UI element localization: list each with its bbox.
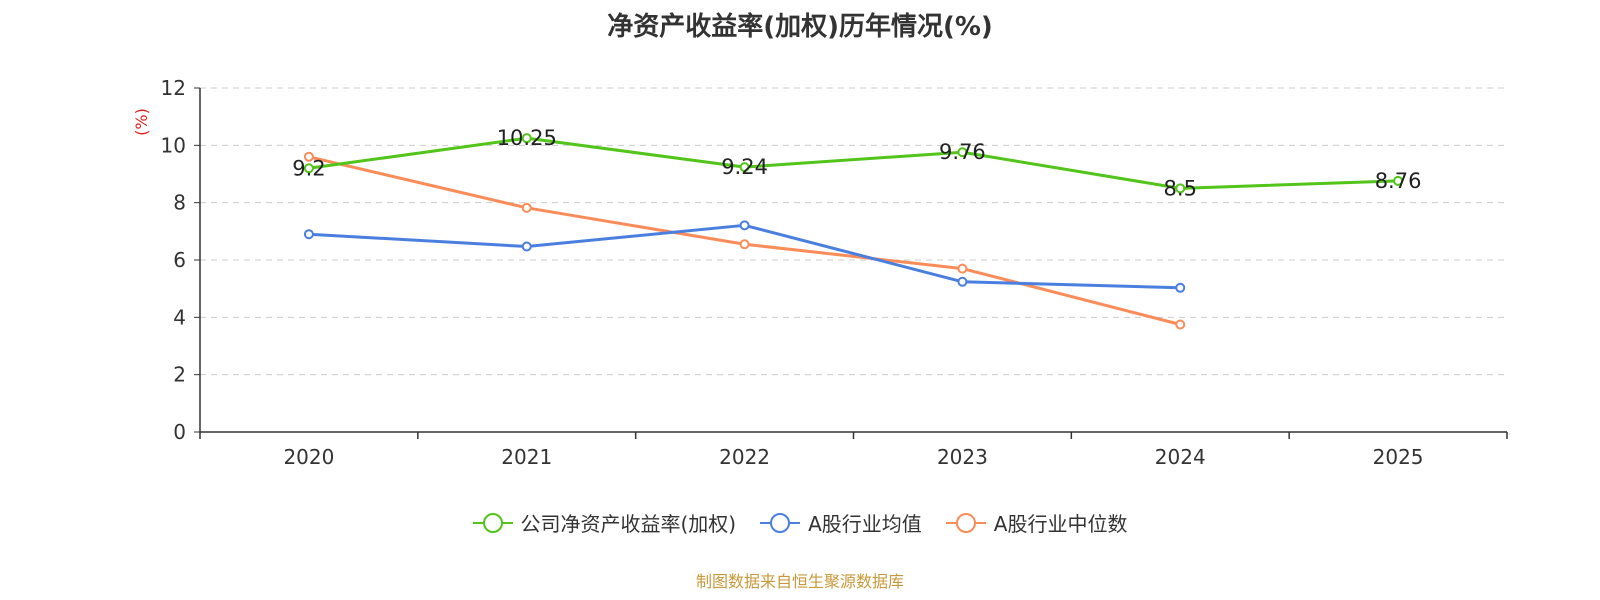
legend-item-industry-mean[interactable]: A股行业均值 bbox=[760, 508, 922, 537]
data-point-1 bbox=[521, 241, 532, 252]
grid-lines bbox=[200, 87, 1507, 376]
data-point-1 bbox=[1175, 282, 1186, 293]
data-label: 9.24 bbox=[721, 155, 768, 179]
x-tick-label: 2020 bbox=[283, 445, 334, 469]
legend-marker-industry-mean bbox=[760, 512, 801, 533]
data-point-1 bbox=[739, 220, 750, 231]
y-tick-label: 12 bbox=[161, 76, 186, 100]
data-label: 9.2 bbox=[292, 156, 325, 180]
x-tick-label: 2024 bbox=[1155, 445, 1206, 469]
data-point-2 bbox=[521, 202, 532, 213]
y-tick-label: 8 bbox=[173, 191, 186, 215]
y-axis-label: (%) bbox=[132, 108, 151, 136]
data-point-2 bbox=[303, 151, 314, 162]
data-label: 8.76 bbox=[1375, 169, 1422, 193]
legend: 公司净资产收益率(加权) A股行业均值 A股行业中位数 bbox=[0, 508, 1600, 537]
data-point-0 bbox=[303, 163, 314, 174]
y-tick-label: 0 bbox=[173, 420, 186, 444]
data-point-0 bbox=[1393, 175, 1404, 186]
data-source-note: 制图数据来自恒生聚源数据库 bbox=[695, 572, 904, 591]
data-point-0 bbox=[957, 147, 968, 158]
legend-item-company[interactable]: 公司净资产收益率(加权) bbox=[472, 508, 737, 537]
x-tick-label: 2025 bbox=[1373, 445, 1424, 469]
y-tick-label: 4 bbox=[173, 305, 186, 329]
data-point-1 bbox=[957, 276, 968, 287]
legend-label-company: 公司净资产收益率(加权) bbox=[520, 512, 737, 536]
data-point-0 bbox=[1175, 183, 1186, 194]
data-point-1 bbox=[303, 229, 314, 240]
chart-title: 净资产收益率(加权)历年情况(%) bbox=[607, 12, 993, 42]
data-label: 8.5 bbox=[1164, 176, 1197, 200]
legend-marker-company bbox=[472, 512, 513, 533]
series-line-1 bbox=[308, 223, 1181, 290]
data-label: 9.76 bbox=[939, 140, 986, 164]
data-point-2 bbox=[957, 263, 968, 274]
y-tick-label: 2 bbox=[173, 363, 186, 387]
y-tick-label: 6 bbox=[173, 248, 186, 272]
data-label: 10.25 bbox=[497, 126, 557, 150]
legend-item-industry-median[interactable]: A股行业中位数 bbox=[945, 508, 1128, 537]
legend-label-industry-mean: A股行业均值 bbox=[808, 512, 922, 536]
y-tick-label: 10 bbox=[161, 133, 186, 157]
data-point-2 bbox=[1175, 319, 1186, 330]
data-point-2 bbox=[739, 239, 750, 250]
data-point-0 bbox=[739, 162, 750, 173]
series-line-0 bbox=[308, 136, 1399, 190]
legend-marker-industry-median bbox=[945, 512, 986, 533]
x-tick-label: 2023 bbox=[937, 445, 988, 469]
series-group bbox=[303, 133, 1404, 330]
x-tick-label: 2021 bbox=[501, 445, 552, 469]
legend-label-industry-median: A股行业中位数 bbox=[993, 512, 1128, 536]
axes: 0 2 4 6 8 10 12 (%) 2020 2021 2022 2023 2024 2025 bbox=[132, 76, 1508, 469]
x-tick-label: 2022 bbox=[719, 445, 770, 469]
data-point-0 bbox=[521, 133, 532, 144]
data-labels: 9.2 10.25 9.24 9.76 8.5 8.76 bbox=[292, 126, 1421, 200]
